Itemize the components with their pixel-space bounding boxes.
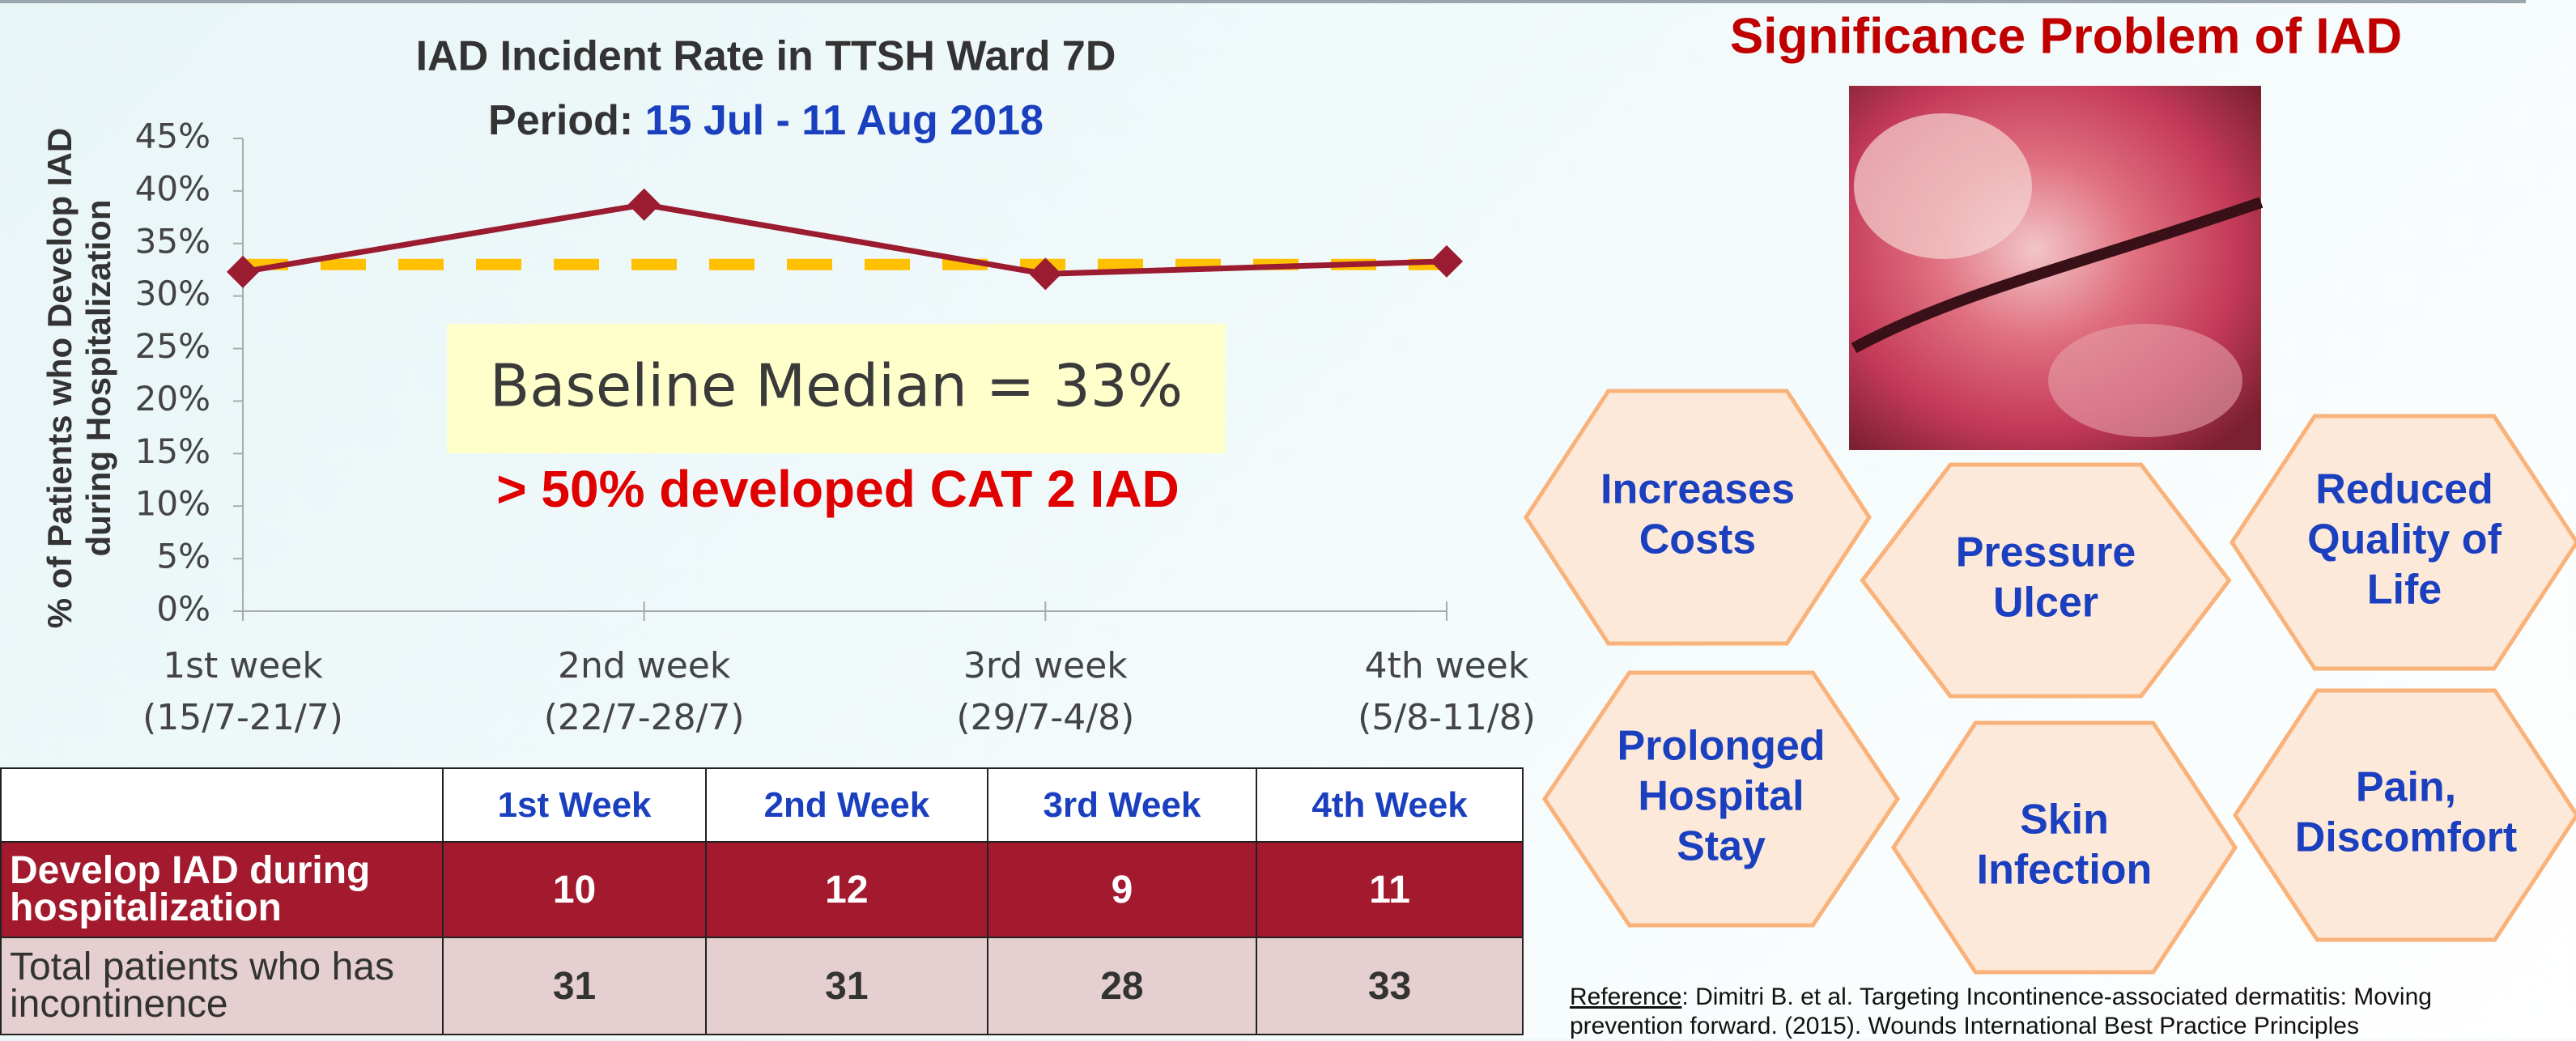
hexagon-label: Skin — [2020, 797, 2109, 843]
y-tick-label: 10% — [135, 484, 210, 524]
table-header: 3rd Week — [988, 768, 1257, 842]
table-cell: 28 — [988, 937, 1257, 1035]
table-cell: 12 — [706, 842, 988, 937]
hexagon-label: Quality of — [2307, 516, 2502, 563]
data-table: 1st Week 2nd Week 3rd Week 4th Week Deve… — [0, 767, 1524, 1035]
table-cell: 10 — [443, 842, 706, 937]
table-cell: 31 — [443, 937, 706, 1035]
table-header: 4th Week — [1256, 768, 1523, 842]
annotation: Baseline Median = 33% — [490, 352, 1183, 420]
hexagon-label: Costs — [1639, 516, 1756, 563]
y-tick-label: 20% — [135, 379, 210, 419]
marker — [1430, 245, 1463, 278]
hexagon-label: Discomfort — [2295, 814, 2517, 861]
x-tick-label: 3rd week — [963, 645, 1128, 686]
table-header: 1st Week — [443, 768, 706, 842]
x-tick-label: 2nd week — [558, 645, 731, 686]
hexagon-label: Reduced — [2315, 466, 2493, 513]
marker — [628, 189, 661, 221]
y-axis-label: % of Patients who Develop IAD — [40, 128, 79, 628]
reference: Reference: Dimitri B. et al. Targeting I… — [1570, 983, 2509, 1041]
y-tick-label: 40% — [135, 168, 210, 208]
hexagon-label: Prolonged — [1617, 723, 1825, 770]
y-tick-label: 5% — [156, 537, 210, 576]
x-tick-label: 1st week — [163, 645, 323, 686]
hexagon-label: Stay — [1677, 823, 1766, 870]
x-tick-label: (22/7-28/7) — [544, 697, 745, 738]
y-tick-label: 30% — [135, 274, 210, 313]
row-label: Total patients who has incontinence — [1, 937, 443, 1035]
panel-title: Significance Problem of IAD — [1730, 8, 2402, 64]
table-cell: 11 — [1256, 842, 1523, 937]
table-header: 2nd Week — [706, 768, 988, 842]
hexagon-label: Infection — [1977, 847, 2153, 894]
chart-title: IAD Incident Rate in TTSH Ward 7D — [416, 33, 1116, 80]
page: {"chart_data": {"type": "line", "title":… — [0, 0, 2576, 1039]
chart-subtitle: Period: 15 Jul - 11 Aug 2018 — [488, 97, 1044, 144]
hexagon-label: Hospital — [1638, 773, 1804, 820]
x-tick-label: 4th week — [1365, 645, 1529, 686]
y-axis-label: during Hospitalization — [79, 200, 117, 557]
x-tick-label: (5/8-11/8) — [1358, 697, 1536, 738]
period: 15 Jul - 11 Aug 2018 — [645, 97, 1044, 144]
y-tick-label: 0% — [156, 589, 210, 629]
y-tick-label: 15% — [135, 431, 210, 471]
table-corner — [1, 768, 443, 842]
hexagon-label: Ulcer — [1993, 580, 2098, 627]
y-tick-label: 25% — [135, 326, 210, 366]
period-label: Period: — [488, 97, 633, 144]
table-cell: 33 — [1256, 937, 1523, 1035]
hexagon-label: Pain, — [2356, 764, 2456, 811]
reference-text: : Dimitri B. et al. Targeting Incontinen… — [1570, 984, 2432, 1039]
x-tick-label: (29/7-4/8) — [956, 697, 1134, 738]
row-label: Develop IAD during hospitalization — [1, 842, 443, 937]
y-tick-label: 35% — [135, 221, 210, 261]
x-tick-label: (15/7-21/7) — [142, 697, 343, 738]
table-cell: 31 — [706, 937, 988, 1035]
reference-label: Reference — [1570, 984, 1681, 1010]
hexagon-label: Increases — [1600, 466, 1795, 513]
table-cell: 9 — [988, 842, 1257, 937]
hexagon-label: Pressure — [1956, 529, 2136, 576]
photo — [1849, 86, 2261, 450]
annotation: > 50% developed CAT 2 IAD — [496, 460, 1180, 518]
hexagon-label: Life — [2367, 567, 2442, 614]
y-tick-label: 45% — [135, 117, 210, 156]
